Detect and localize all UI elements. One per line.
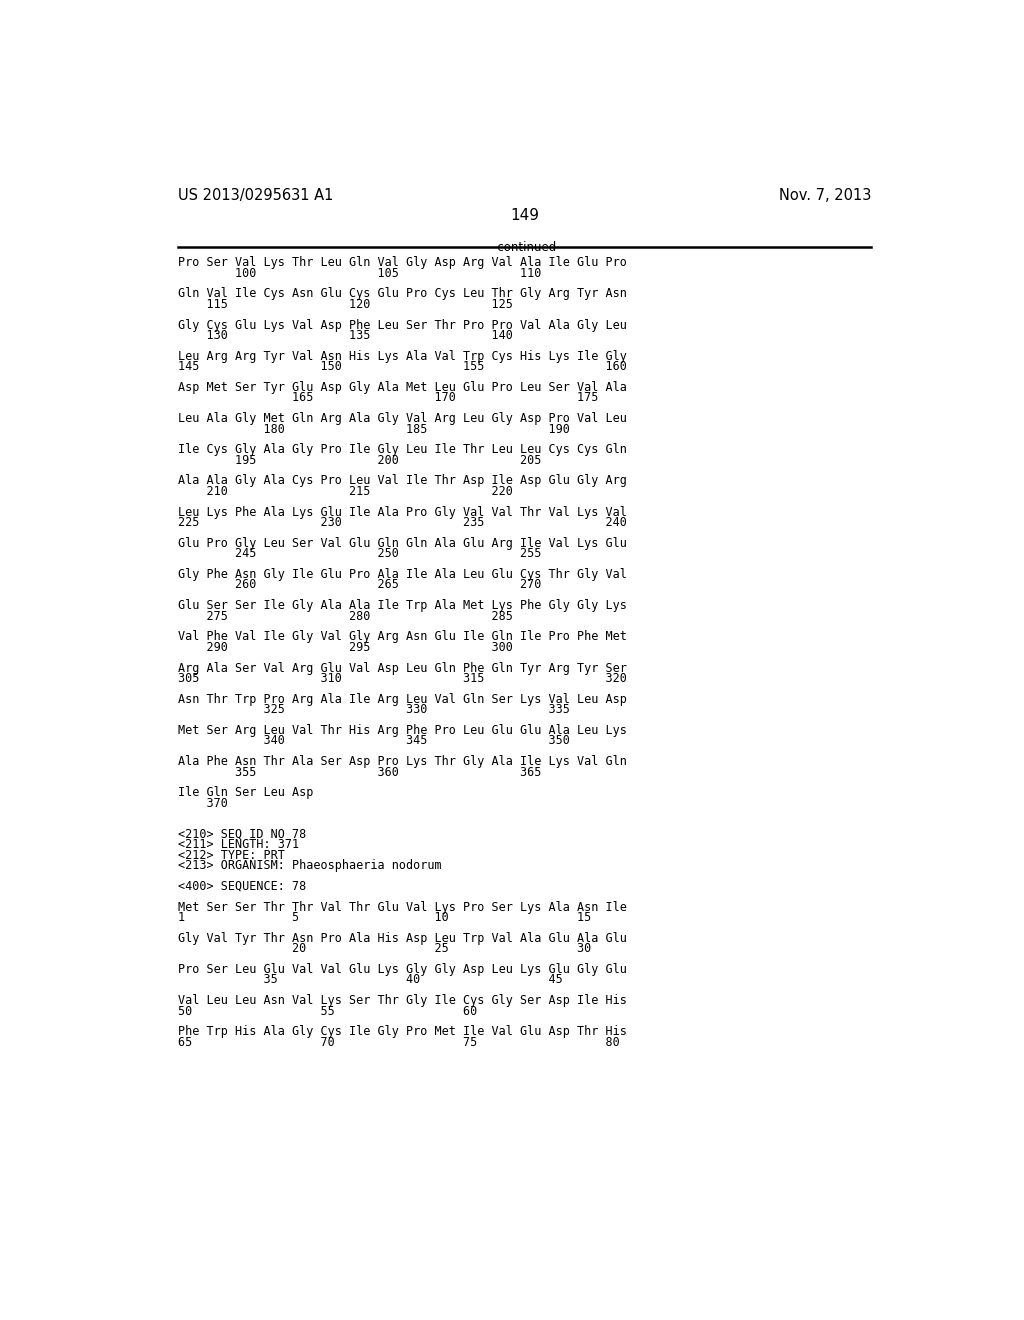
Text: 100                 105                 110: 100 105 110 <box>178 267 542 280</box>
Text: 115                 120                 125: 115 120 125 <box>178 298 513 310</box>
Text: Ala Ala Gly Ala Cys Pro Leu Val Ile Thr Asp Ile Asp Glu Gly Arg: Ala Ala Gly Ala Cys Pro Leu Val Ile Thr … <box>178 474 628 487</box>
Text: Glu Ser Ser Ile Gly Ala Ala Ile Trp Ala Met Lys Phe Gly Gly Lys: Glu Ser Ser Ile Gly Ala Ala Ile Trp Ala … <box>178 599 628 612</box>
Text: 325                 330                 335: 325 330 335 <box>178 704 570 717</box>
Text: 50                  55                  60: 50 55 60 <box>178 1005 477 1018</box>
Text: Pro Ser Leu Glu Val Val Glu Lys Gly Gly Asp Leu Lys Glu Gly Glu: Pro Ser Leu Glu Val Val Glu Lys Gly Gly … <box>178 964 628 975</box>
Text: <211> LENGTH: 371: <211> LENGTH: 371 <box>178 838 299 851</box>
Text: 275                 280                 285: 275 280 285 <box>178 610 513 623</box>
Text: <210> SEQ ID NO 78: <210> SEQ ID NO 78 <box>178 828 306 841</box>
Text: US 2013/0295631 A1: US 2013/0295631 A1 <box>178 187 334 203</box>
Text: <212> TYPE: PRT: <212> TYPE: PRT <box>178 849 286 862</box>
Text: 290                 295                 300: 290 295 300 <box>178 640 513 653</box>
Text: 35                  40                  45: 35 40 45 <box>178 973 563 986</box>
Text: Leu Lys Phe Ala Lys Glu Ile Ala Pro Gly Val Val Thr Val Lys Val: Leu Lys Phe Ala Lys Glu Ile Ala Pro Gly … <box>178 506 628 519</box>
Text: 165                 170                 175: 165 170 175 <box>178 391 599 404</box>
Text: Arg Ala Ser Val Arg Glu Val Asp Leu Gln Phe Gln Tyr Arg Tyr Ser: Arg Ala Ser Val Arg Glu Val Asp Leu Gln … <box>178 661 628 675</box>
Text: 20                  25                  30: 20 25 30 <box>178 942 592 956</box>
Text: Gly Val Tyr Thr Asn Pro Ala His Asp Leu Trp Val Ala Glu Ala Glu: Gly Val Tyr Thr Asn Pro Ala His Asp Leu … <box>178 932 628 945</box>
Text: Asn Thr Trp Pro Arg Ala Ile Arg Leu Val Gln Ser Lys Val Leu Asp: Asn Thr Trp Pro Arg Ala Ile Arg Leu Val … <box>178 693 628 706</box>
Text: Glu Pro Gly Leu Ser Val Glu Gln Gln Ala Glu Arg Ile Val Lys Glu: Glu Pro Gly Leu Ser Val Glu Gln Gln Ala … <box>178 537 628 550</box>
Text: Asp Met Ser Tyr Glu Asp Gly Ala Met Leu Glu Pro Leu Ser Val Ala: Asp Met Ser Tyr Glu Asp Gly Ala Met Leu … <box>178 381 628 393</box>
Text: Ile Cys Gly Ala Gly Pro Ile Gly Leu Ile Thr Leu Leu Cys Cys Gln: Ile Cys Gly Ala Gly Pro Ile Gly Leu Ile … <box>178 444 628 457</box>
Text: 355                 360                 365: 355 360 365 <box>178 766 542 779</box>
Text: 130                 135                 140: 130 135 140 <box>178 329 513 342</box>
Text: Val Leu Leu Asn Val Lys Ser Thr Gly Ile Cys Gly Ser Asp Ile His: Val Leu Leu Asn Val Lys Ser Thr Gly Ile … <box>178 994 628 1007</box>
Text: 370: 370 <box>178 797 228 809</box>
Text: Met Ser Arg Leu Val Thr His Arg Phe Pro Leu Glu Glu Ala Leu Lys: Met Ser Arg Leu Val Thr His Arg Phe Pro … <box>178 723 628 737</box>
Text: Ile Gln Ser Leu Asp: Ile Gln Ser Leu Asp <box>178 787 313 800</box>
Text: Gln Val Ile Cys Asn Glu Cys Glu Pro Cys Leu Thr Gly Arg Tyr Asn: Gln Val Ile Cys Asn Glu Cys Glu Pro Cys … <box>178 288 628 301</box>
Text: <213> ORGANISM: Phaeosphaeria nodorum: <213> ORGANISM: Phaeosphaeria nodorum <box>178 859 442 873</box>
Text: Ala Phe Asn Thr Ala Ser Asp Pro Lys Thr Gly Ala Ile Lys Val Gln: Ala Phe Asn Thr Ala Ser Asp Pro Lys Thr … <box>178 755 628 768</box>
Text: -continued: -continued <box>494 240 556 253</box>
Text: 1               5                   10                  15: 1 5 10 15 <box>178 911 592 924</box>
Text: Phe Trp His Ala Gly Cys Ile Gly Pro Met Ile Val Glu Asp Thr His: Phe Trp His Ala Gly Cys Ile Gly Pro Met … <box>178 1026 628 1039</box>
Text: 225                 230                 235                 240: 225 230 235 240 <box>178 516 628 529</box>
Text: 305                 310                 315                 320: 305 310 315 320 <box>178 672 628 685</box>
Text: 65                  70                  75                  80: 65 70 75 80 <box>178 1036 621 1049</box>
Text: 245                 250                 255: 245 250 255 <box>178 548 542 560</box>
Text: Pro Ser Val Lys Thr Leu Gln Val Gly Asp Arg Val Ala Ile Glu Pro: Pro Ser Val Lys Thr Leu Gln Val Gly Asp … <box>178 256 628 269</box>
Text: 195                 200                 205: 195 200 205 <box>178 454 542 467</box>
Text: Leu Arg Arg Tyr Val Asn His Lys Ala Val Trp Cys His Lys Ile Gly: Leu Arg Arg Tyr Val Asn His Lys Ala Val … <box>178 350 628 363</box>
Text: 260                 265                 270: 260 265 270 <box>178 578 542 591</box>
Text: <400> SEQUENCE: 78: <400> SEQUENCE: 78 <box>178 880 306 892</box>
Text: 340                 345                 350: 340 345 350 <box>178 734 570 747</box>
Text: Met Ser Ser Thr Thr Val Thr Glu Val Lys Pro Ser Lys Ala Asn Ile: Met Ser Ser Thr Thr Val Thr Glu Val Lys … <box>178 900 628 913</box>
Text: Gly Phe Asn Gly Ile Glu Pro Ala Ile Ala Leu Glu Cys Thr Gly Val: Gly Phe Asn Gly Ile Glu Pro Ala Ile Ala … <box>178 568 628 581</box>
Text: 145                 150                 155                 160: 145 150 155 160 <box>178 360 628 374</box>
Text: Val Phe Val Ile Gly Val Gly Arg Asn Glu Ile Gln Ile Pro Phe Met: Val Phe Val Ile Gly Val Gly Arg Asn Glu … <box>178 631 628 643</box>
Text: 180                 185                 190: 180 185 190 <box>178 422 570 436</box>
Text: 210                 215                 220: 210 215 220 <box>178 484 513 498</box>
Text: Nov. 7, 2013: Nov. 7, 2013 <box>779 187 871 203</box>
Text: Gly Cys Glu Lys Val Asp Phe Leu Ser Thr Pro Pro Val Ala Gly Leu: Gly Cys Glu Lys Val Asp Phe Leu Ser Thr … <box>178 318 628 331</box>
Text: 149: 149 <box>510 209 540 223</box>
Text: Leu Ala Gly Met Gln Arg Ala Gly Val Arg Leu Gly Asp Pro Val Leu: Leu Ala Gly Met Gln Arg Ala Gly Val Arg … <box>178 412 628 425</box>
